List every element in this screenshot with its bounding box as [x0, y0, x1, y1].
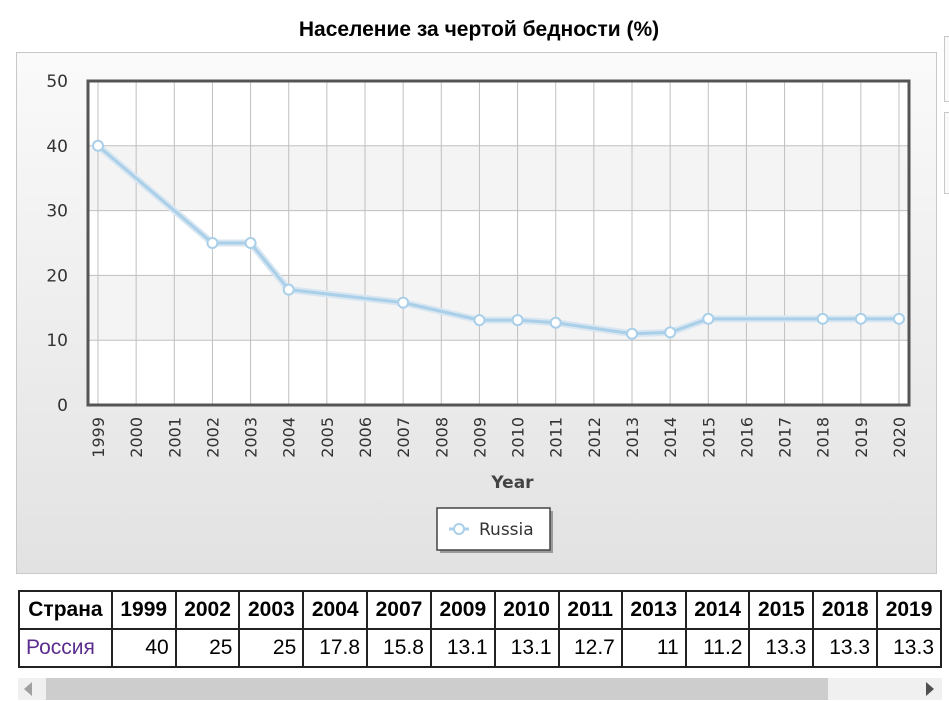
table-cell-value: 13.1: [493, 628, 560, 668]
x-axis-title: Year: [490, 473, 534, 493]
x-tick-label: 2017: [776, 417, 795, 458]
data-point: [549, 316, 562, 329]
table-header-year: 2009: [429, 590, 496, 630]
table-header-year: 2011: [557, 590, 623, 630]
x-tick-label: 2018: [814, 417, 833, 458]
x-tick-label: 2006: [356, 417, 375, 458]
table-header-year: 2018: [812, 590, 879, 630]
data-table: Страна 1999 2002 2003 2004 2007 2009 2010 2011 20…: [18, 590, 942, 668]
x-tick-label: 2007: [394, 417, 413, 458]
x-tick-label: 2020: [890, 417, 909, 458]
side-panel-edge-bottom: [944, 112, 949, 194]
y-tick-label: 0: [57, 396, 68, 416]
plot-border: [86, 79, 911, 407]
table-header-year: 2004: [302, 590, 369, 630]
data-point: [473, 314, 486, 327]
x-tick-label: 2000: [127, 417, 146, 458]
country-link[interactable]: Россия: [18, 628, 113, 668]
table-cell-value: 25: [238, 628, 305, 668]
data-point: [626, 327, 638, 340]
horizontal-scrollbar[interactable]: [18, 678, 942, 700]
legend-label-russia: Russia: [479, 520, 534, 540]
x-tick-label: 2014: [661, 417, 680, 458]
table-header-year: 2003: [238, 590, 305, 630]
x-tick-label: 2003: [242, 417, 261, 458]
y-tick-label: 50: [46, 72, 68, 92]
x-tick-label: 2005: [318, 417, 337, 458]
x-tick-label: 2002: [203, 417, 222, 458]
table-header-year: 2015: [748, 590, 815, 630]
x-tick-label: 1999: [89, 417, 108, 458]
table-cell-value: 15.8: [366, 628, 432, 668]
table-header-year: 2013: [620, 590, 687, 630]
table-header-country: Страна: [18, 590, 113, 630]
x-tick-label: 2011: [547, 417, 566, 458]
table-header-year: 2007: [366, 590, 432, 630]
x-tick-label: 2015: [699, 417, 718, 458]
table-cell-value: 11.2: [684, 628, 751, 668]
data-point: [511, 314, 524, 327]
scroll-right-icon[interactable]: [926, 682, 934, 696]
side-panel-edge-top: [944, 36, 949, 102]
y-tick-label: 40: [46, 137, 68, 157]
data-point: [206, 237, 219, 249]
data-point: [397, 296, 410, 309]
table-cell-value: 13.3: [812, 628, 879, 668]
data-point: [893, 312, 905, 325]
data-point: [702, 312, 715, 325]
series-line-russia: [97, 144, 899, 336]
data-point: [664, 326, 677, 339]
x-tick-label: 2010: [509, 417, 528, 458]
table-cell-value: 11: [620, 628, 687, 668]
table-header-year: 2014: [684, 590, 751, 630]
plot-band: [88, 145, 909, 211]
scroll-left-icon[interactable]: [24, 682, 32, 696]
x-tick-label: 2019: [852, 417, 871, 458]
legend-marker-icon: [453, 523, 465, 535]
table-cell-value: 17.8: [302, 628, 369, 668]
x-tick-label: 2013: [623, 417, 642, 458]
table-cell-value: 40: [110, 628, 177, 668]
line-chart: 0 10 20 30 40 50 1999 2000 2001 2002 2003 2004 2005 2…: [46, 72, 911, 553]
y-tick-label: 10: [46, 331, 68, 351]
data-point: [854, 312, 867, 325]
table-header-year: 2010: [493, 590, 560, 630]
y-tick-label: 20: [46, 266, 68, 286]
data-point: [282, 283, 295, 296]
x-tick-label: 2012: [585, 417, 604, 458]
table-header-year: 1999: [110, 590, 177, 630]
data-point: [244, 237, 257, 249]
chart-title: Население за чертой бедности (%): [298, 18, 660, 41]
table-header-row: Страна 1999 2002 2003 2004 2007 2009 2010 2011 20…: [18, 590, 942, 630]
table-cell-value: 12.7: [557, 628, 623, 668]
data-point: [816, 312, 829, 325]
table-header-year: 2002: [174, 590, 241, 630]
table-cell-value: 13.3: [748, 628, 815, 668]
x-tick-label: 2016: [737, 417, 756, 458]
data-point: [92, 139, 104, 152]
x-tick-label: 2001: [165, 417, 184, 458]
scrollbar-thumb[interactable]: [46, 678, 828, 700]
x-tick-label: 2004: [280, 417, 299, 458]
x-tick-label: 2009: [470, 417, 489, 458]
data-table-container: Страна 1999 2002 2003 2004 2007 2009 2010 2011 20…: [18, 590, 942, 676]
table-cell-value: 13.1: [429, 628, 496, 668]
table-cell-value: 25: [174, 628, 241, 668]
table-header-year: 2019: [876, 590, 942, 630]
table-cell-value: 13.3: [876, 628, 942, 668]
y-tick-label: 30: [46, 202, 68, 222]
chart-panel: 0 10 20 30 40 50 1999 2000 2001 2002 2003 2004 2005 2…: [16, 52, 937, 574]
plot-band: [88, 275, 909, 341]
x-tick-label: 2008: [432, 417, 451, 458]
table-row: Россия 40 25 25 17.8 15.8 13.1 13.1 12.7 11 11.2 13…: [18, 628, 942, 668]
